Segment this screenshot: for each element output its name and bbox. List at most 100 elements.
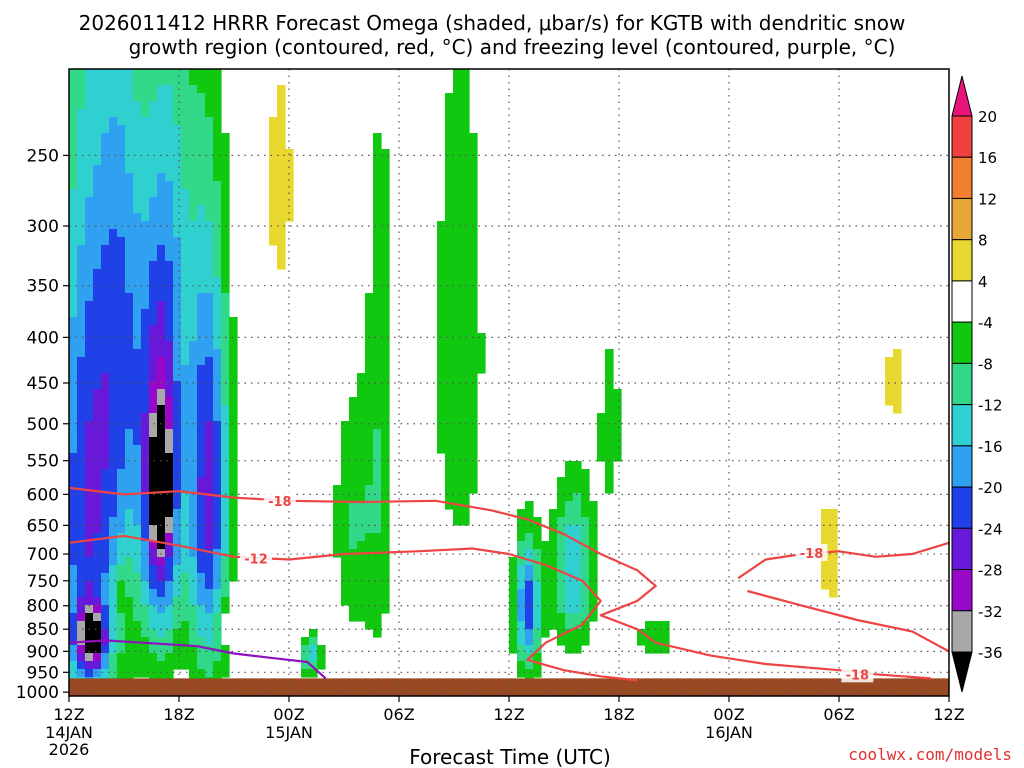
x-tick-label: 00Z — [713, 705, 744, 724]
omega-cell — [381, 325, 390, 334]
omega-cell — [165, 277, 174, 286]
omega-cell — [117, 573, 126, 582]
omega-cell — [541, 549, 550, 558]
omega-cell — [517, 533, 526, 542]
omega-cell — [77, 253, 86, 262]
omega-cell — [133, 477, 142, 486]
omega-cell — [221, 453, 230, 462]
omega-cell — [149, 645, 158, 654]
y-tick-label: 900 — [27, 642, 59, 662]
omega-cell — [93, 253, 102, 262]
omega-cell — [141, 429, 150, 438]
omega-cell — [133, 269, 142, 278]
omega-cell — [109, 437, 118, 446]
omega-cell — [437, 269, 446, 278]
omega-cell — [165, 293, 174, 302]
contour-label-bg — [263, 491, 296, 509]
colorbar-swatch — [951, 197, 973, 241]
omega-cell — [109, 237, 118, 246]
omega-cell — [461, 197, 470, 206]
omega-cell — [205, 605, 214, 614]
omega-cell — [101, 317, 110, 326]
omega-cell — [437, 253, 446, 262]
omega-cell — [581, 549, 590, 558]
omega-cell — [213, 573, 222, 582]
omega-cell — [117, 517, 126, 526]
omega-cell — [221, 429, 230, 438]
omega-cell — [189, 317, 198, 326]
omega-cell — [117, 581, 126, 590]
omega-cell — [77, 165, 86, 174]
omega-cell — [77, 333, 86, 342]
omega-cell — [181, 189, 190, 198]
omega-cell — [469, 381, 478, 390]
omega-cell — [461, 421, 470, 430]
chart-title-line2: growth region (contoured, red, °C) and f… — [129, 35, 896, 59]
omega-cell — [381, 405, 390, 414]
y-tick-label: 650 — [27, 516, 59, 536]
omega-cell — [69, 645, 78, 654]
omega-cell — [461, 509, 470, 518]
omega-cell — [373, 613, 382, 622]
omega-cell — [157, 269, 166, 278]
omega-cell — [213, 533, 222, 542]
omega-cell — [581, 509, 590, 518]
omega-cell — [157, 125, 166, 134]
omega-cell — [349, 613, 358, 622]
omega-cell — [69, 213, 78, 222]
omega-cell — [109, 333, 118, 342]
omega-cell — [85, 157, 94, 166]
omega-cell — [197, 133, 206, 142]
omega-cell — [373, 557, 382, 566]
omega-cell — [117, 245, 126, 254]
omega-cell — [125, 405, 134, 414]
omega-cell — [565, 589, 574, 598]
omega-cell — [333, 501, 342, 510]
omega-cell — [453, 509, 462, 518]
omega-cell — [373, 429, 382, 438]
omega-cell — [101, 237, 110, 246]
omega-cell — [101, 261, 110, 270]
omega-cell — [181, 501, 190, 510]
omega-cell — [453, 485, 462, 494]
omega-cell — [149, 581, 158, 590]
omega-cell — [381, 229, 390, 238]
omega-cell — [221, 381, 230, 390]
omega-cell — [349, 605, 358, 614]
omega-cell — [229, 469, 238, 478]
omega-cell — [533, 669, 542, 678]
omega-cell — [165, 125, 174, 134]
omega-cell — [133, 461, 142, 470]
omega-cell — [149, 533, 158, 542]
omega-cell — [109, 189, 118, 198]
omega-cell — [469, 413, 478, 422]
omega-cell — [109, 173, 118, 182]
omega-cell — [221, 421, 230, 430]
omega-cell — [357, 613, 366, 622]
omega-cell — [277, 85, 286, 94]
omega-cell — [181, 357, 190, 366]
omega-cell — [269, 173, 278, 182]
omega-cell — [365, 565, 374, 574]
omega-cell — [437, 389, 446, 398]
omega-cell — [101, 389, 110, 398]
omega-cell — [85, 461, 94, 470]
omega-cell — [205, 229, 214, 238]
omega-cell — [605, 461, 614, 470]
omega-cell — [109, 469, 118, 478]
omega-cell — [517, 661, 526, 670]
omega-cell — [469, 357, 478, 366]
omega-cell — [109, 557, 118, 566]
omega-cell — [85, 125, 94, 134]
omega-cell — [117, 605, 126, 614]
omega-cell — [149, 669, 158, 678]
omega-cell — [213, 141, 222, 150]
omega-cell — [205, 573, 214, 582]
omega-cell — [101, 69, 110, 78]
omega-cell — [85, 605, 94, 614]
omega-cell — [101, 365, 110, 374]
omega-cell — [581, 621, 590, 630]
omega-cell — [373, 285, 382, 294]
omega-cell — [373, 629, 382, 638]
omega-cell — [453, 413, 462, 422]
